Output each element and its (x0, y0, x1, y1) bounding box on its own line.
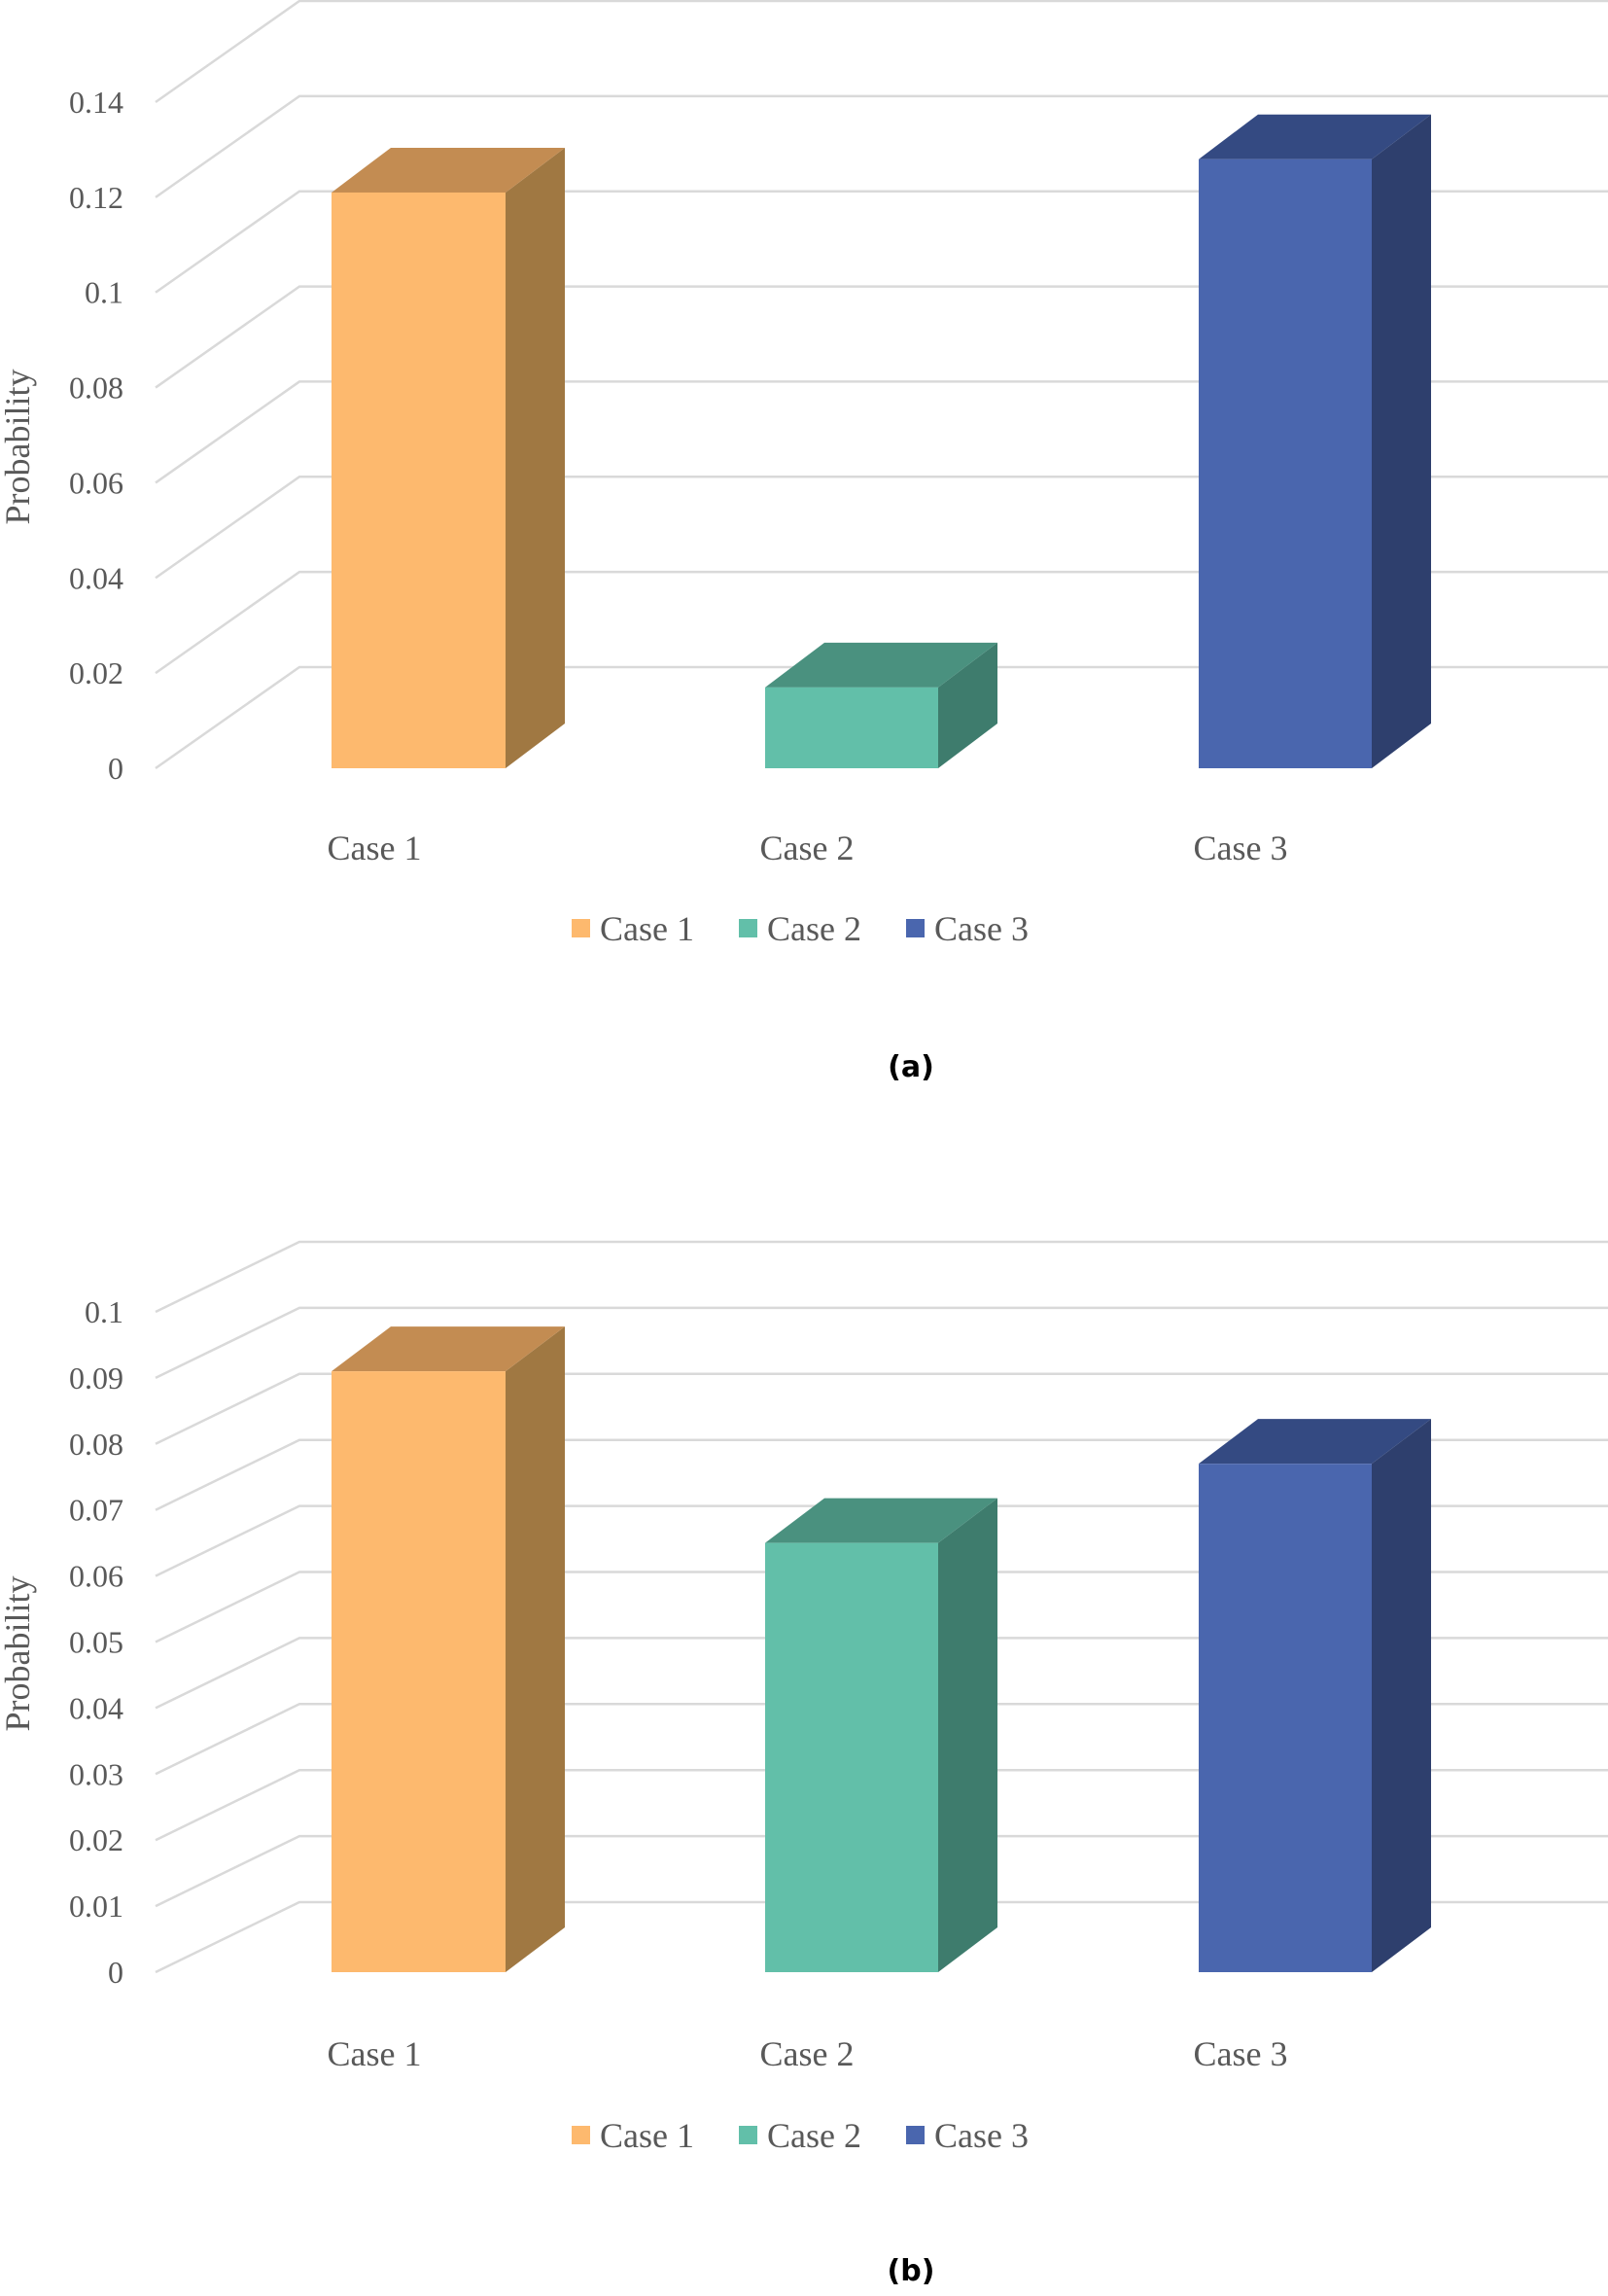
bar-top (765, 642, 997, 688)
gridline (155, 285, 1608, 389)
y-tick-label: 0.06 (69, 1559, 123, 1594)
gridline (155, 476, 1608, 580)
x-tick-label: Case 2 (760, 2034, 855, 2073)
y-tick-label: 0 (108, 751, 123, 786)
bar-side (1372, 114, 1431, 768)
bar (765, 687, 938, 768)
gridline (155, 1240, 1608, 1314)
gridline (155, 1504, 1608, 1577)
legend-label: Case 3 (934, 2116, 1029, 2155)
panel-label: (b) (888, 2254, 935, 2288)
bar-side (506, 147, 565, 768)
legend-label: Case 1 (600, 2116, 694, 2155)
legend-swatch (572, 919, 590, 937)
y-tick-label: 0.1 (85, 1294, 123, 1329)
x-tick-label: Case 3 (1194, 2034, 1288, 2073)
bar-top (332, 1326, 565, 1372)
y-tick-label: 0.06 (69, 465, 123, 500)
y-tick-label: 0.08 (69, 371, 123, 406)
gridline (155, 1768, 1608, 1842)
x-tick-label: Case 3 (1194, 829, 1288, 867)
y-tick-label: 0.02 (69, 655, 123, 690)
gridline (155, 190, 1608, 294)
bar (332, 1371, 506, 1972)
y-tick-label: 0.1 (85, 275, 123, 310)
y-tick-label: 0.07 (69, 1493, 123, 1528)
gridline (155, 0, 1608, 104)
y-axis-title: Probability (0, 370, 37, 525)
bar-top (765, 1498, 997, 1543)
bar (1199, 159, 1372, 768)
legend-label: Case 2 (767, 2116, 861, 2155)
y-tick-label: 0.04 (69, 1690, 123, 1725)
legend-swatch (572, 2126, 590, 2144)
y-tick-label: 0.12 (69, 180, 123, 215)
bar-top (332, 147, 565, 193)
legend-swatch (739, 919, 757, 937)
y-tick-label: 0.08 (69, 1427, 123, 1462)
y-axis-title: Probability (0, 1576, 37, 1732)
gridline (155, 1834, 1608, 1908)
y-tick-label: 0.01 (69, 1889, 123, 1924)
gridline (155, 1306, 1608, 1380)
gridline (155, 380, 1608, 484)
legend-label: Case 2 (767, 909, 861, 948)
legend-swatch (906, 919, 925, 937)
x-tick-label: Case 1 (328, 2034, 422, 2073)
gridline (155, 1438, 1608, 1511)
bar (1199, 1464, 1372, 1972)
chart-a: 0 0.02 0.04 0.06 0.08 0.1 0.12 0.14 Probability C… (0, 0, 1608, 1084)
y-tick-label: 0.03 (69, 1756, 123, 1791)
x-tick-label: Case 2 (760, 829, 855, 867)
legend-label: Case 1 (600, 909, 694, 948)
bar (765, 1542, 938, 1972)
gridline (155, 665, 1608, 770)
gridline (155, 1372, 1608, 1445)
y-tick-label: 0.09 (69, 1360, 123, 1395)
y-tick-label: 0.04 (69, 560, 123, 595)
bar-top (1199, 1419, 1431, 1465)
gridline (155, 570, 1608, 675)
bar-side (938, 642, 997, 768)
legend-swatch (906, 2126, 925, 2144)
legend-swatch (739, 2126, 757, 2144)
y-tick-label: 0.05 (69, 1625, 123, 1660)
gridline (155, 94, 1608, 198)
gridline (155, 1900, 1608, 1974)
gridline (155, 1637, 1608, 1710)
legend-label: Case 3 (934, 909, 1029, 948)
panel-label: (a) (888, 1050, 934, 1084)
x-tick-label: Case 1 (328, 829, 422, 867)
gridline (155, 1703, 1608, 1776)
bar (332, 192, 506, 768)
bar-top (1199, 114, 1431, 159)
bar-side (1372, 1419, 1431, 1972)
gridline (155, 1571, 1608, 1643)
chart-b: 0 0.01 0.02 0.03 0.04 0.05 0.06 0.07 0.08 0.09 0.1… (0, 1240, 1608, 2288)
y-tick-label: 0 (108, 1955, 123, 1990)
y-tick-label: 0.14 (69, 85, 123, 120)
bar-side (938, 1498, 997, 1972)
bar-side (506, 1326, 565, 1972)
y-tick-label: 0.02 (69, 1822, 123, 1857)
